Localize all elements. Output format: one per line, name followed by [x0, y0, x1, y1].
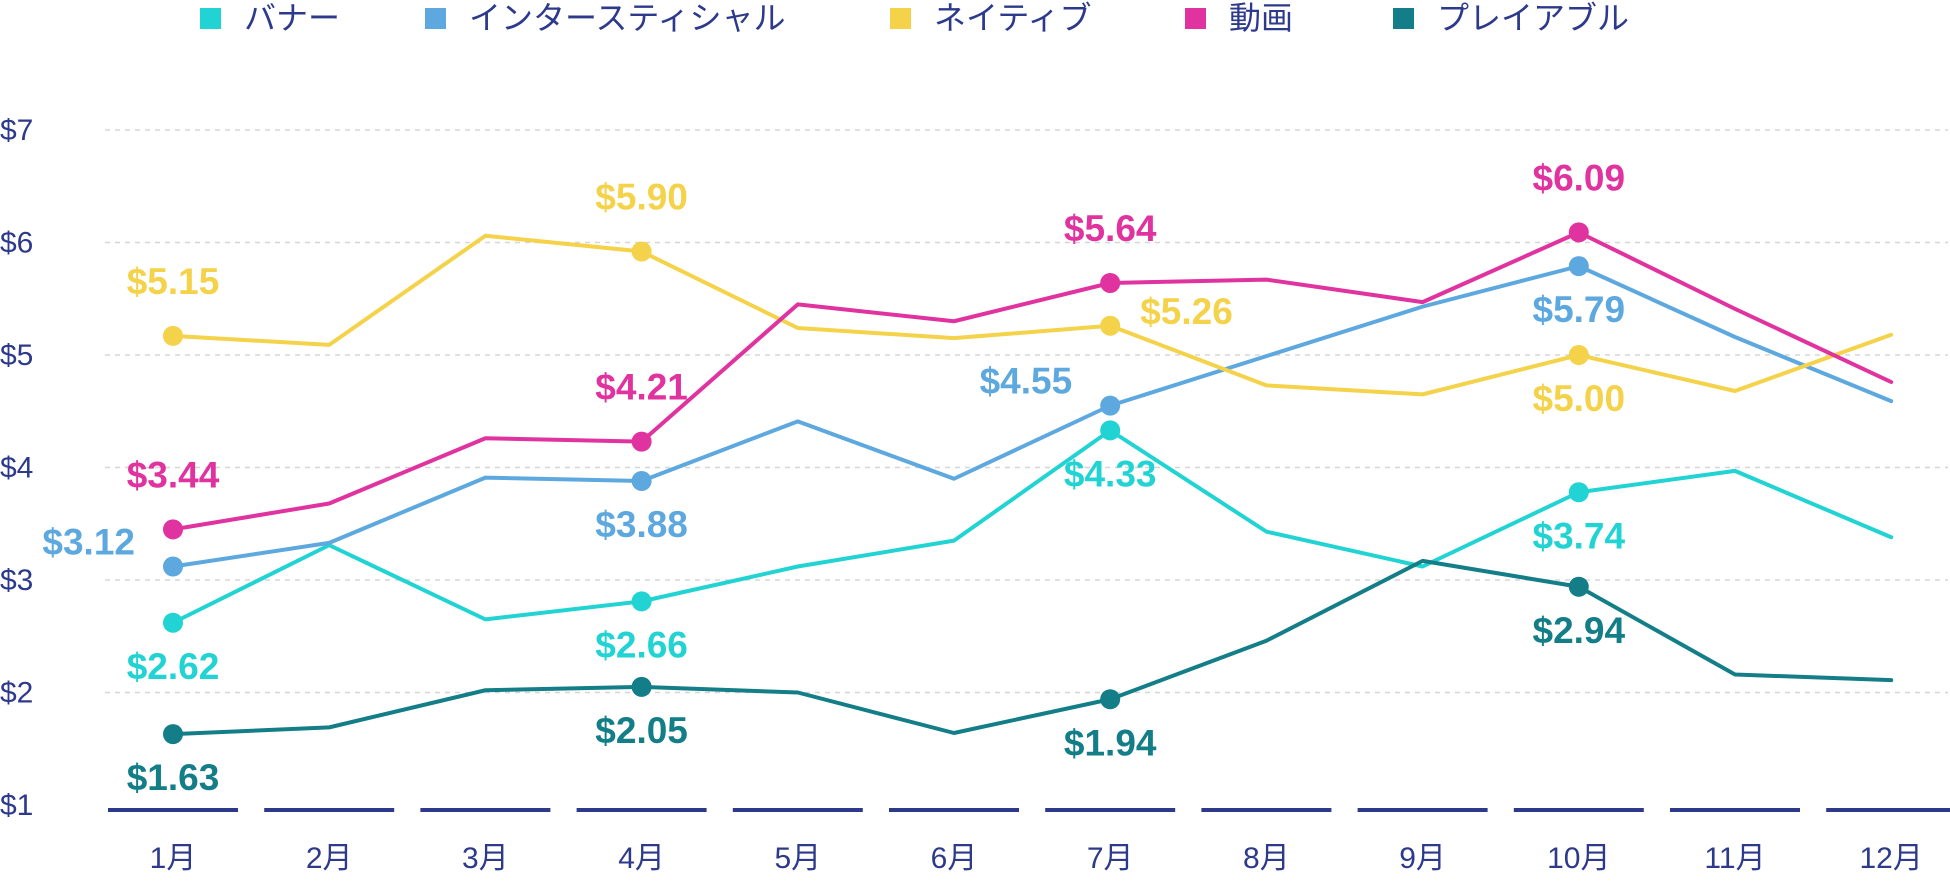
x-tick-label: 12月	[1860, 842, 1923, 875]
y-axis: $1 $2 $3 $4 $5 $6 $7	[0, 114, 33, 822]
data-label: $3.74	[1533, 515, 1626, 556]
legend-item-0: バナー	[200, 0, 340, 36]
legend-label-3: 動画	[1229, 0, 1293, 36]
data-label: $3.44	[127, 454, 220, 495]
data-label: $5.26	[1140, 291, 1233, 332]
data-label: $2.94	[1533, 610, 1626, 651]
x-tick-label: 10月	[1547, 842, 1610, 875]
x-tick-label: 7月	[1087, 842, 1134, 875]
data-point	[631, 431, 652, 452]
legend-swatch-3	[1185, 8, 1206, 29]
data-point	[631, 471, 652, 491]
series-line-1	[171, 264, 1894, 569]
data-label: $5.15	[127, 261, 220, 302]
series-line-3	[171, 230, 1894, 532]
data-point	[1568, 482, 1589, 503]
series-line-0	[171, 428, 1894, 625]
x-tick-label: 5月	[774, 842, 821, 875]
data-label: $1.63	[127, 757, 220, 798]
data-point	[1100, 273, 1121, 293]
data-point	[1568, 222, 1589, 243]
legend-swatch-2	[890, 8, 911, 29]
legend-item-4: プレイアブル	[1393, 0, 1629, 36]
grid	[105, 129, 1948, 694]
data-label: $6.09	[1533, 157, 1626, 198]
data-label: $4.55	[980, 361, 1073, 402]
legend-swatch-1	[425, 8, 446, 29]
data-label: $5.00	[1533, 378, 1626, 419]
data-point	[1568, 576, 1589, 597]
data-point	[163, 325, 183, 346]
legend-label-4: プレイアブル	[1437, 0, 1629, 36]
data-point	[163, 519, 183, 540]
legend: バナー インタースティシャル ネイティブ 動画 プレイアブル	[200, 0, 1629, 36]
legend-swatch-0	[200, 8, 221, 29]
x-tick-label: 6月	[931, 842, 978, 875]
y-tick-label: $5	[0, 339, 33, 372]
y-tick-label: $4	[0, 452, 33, 485]
series-0	[163, 420, 1894, 633]
x-tick-label: 8月	[1243, 842, 1290, 875]
x-axis: 1月 2月 3月 4月 5月 6月 7月 8月 9月 10月 11月 12月	[108, 808, 1950, 875]
data-point	[163, 612, 183, 633]
y-tick-label: $2	[0, 677, 33, 710]
data-point	[1568, 345, 1589, 365]
data-label: $4.21	[595, 367, 688, 408]
data-label: $5.90	[595, 177, 688, 218]
data-point	[163, 556, 183, 577]
legend-label-2: ネイティブ	[934, 0, 1091, 36]
data-label: $2.62	[127, 646, 220, 687]
data-point	[1100, 395, 1121, 416]
y-tick-label: $6	[0, 227, 33, 260]
data-label: $5.64	[1064, 208, 1157, 249]
series-line-4	[171, 558, 1894, 737]
x-tick-label: 4月	[618, 842, 665, 875]
legend-swatch-4	[1393, 8, 1414, 29]
series-line-2	[171, 233, 1894, 397]
legend-item-1: インタースティシャル	[425, 0, 785, 36]
data-label: $1.94	[1064, 722, 1157, 763]
data-point	[163, 724, 183, 745]
legend-item-3: 動画	[1185, 0, 1293, 36]
data-label: $4.33	[1064, 453, 1157, 494]
series-3	[163, 222, 1894, 540]
series-4	[163, 558, 1894, 745]
data-point	[1568, 256, 1589, 277]
y-tick-label: $1	[0, 789, 33, 822]
legend-item-2: ネイティブ	[890, 0, 1091, 36]
data-label: $2.66	[595, 624, 688, 665]
x-tick-label: 1月	[150, 842, 197, 875]
data-label: $5.79	[1533, 289, 1626, 330]
data-point	[631, 591, 652, 612]
data-label: $2.05	[595, 710, 688, 751]
series-2	[163, 233, 1894, 397]
data-point	[631, 676, 652, 697]
data-label: $3.12	[42, 522, 135, 563]
series-1	[163, 256, 1894, 577]
y-tick-label: $7	[0, 114, 33, 147]
data-labels-layer: $2.62 $2.66 $4.33 $3.74 $3.12 $3.88 $4.55 $5.79…	[42, 157, 1625, 798]
data-label: $3.88	[595, 504, 688, 545]
legend-label-1: インタースティシャル	[469, 0, 785, 36]
y-tick-label: $3	[0, 564, 33, 597]
x-tick-label: 3月	[462, 842, 509, 875]
x-tick-label: 11月	[1704, 842, 1765, 875]
data-point	[1100, 420, 1121, 441]
data-point	[1100, 315, 1121, 336]
data-point	[631, 241, 652, 262]
series-layer	[163, 222, 1894, 745]
data-point	[1100, 689, 1121, 710]
legend-label-0: バナー	[244, 0, 340, 36]
x-tick-label: 2月	[306, 842, 353, 875]
x-tick-label: 9月	[1399, 842, 1446, 875]
